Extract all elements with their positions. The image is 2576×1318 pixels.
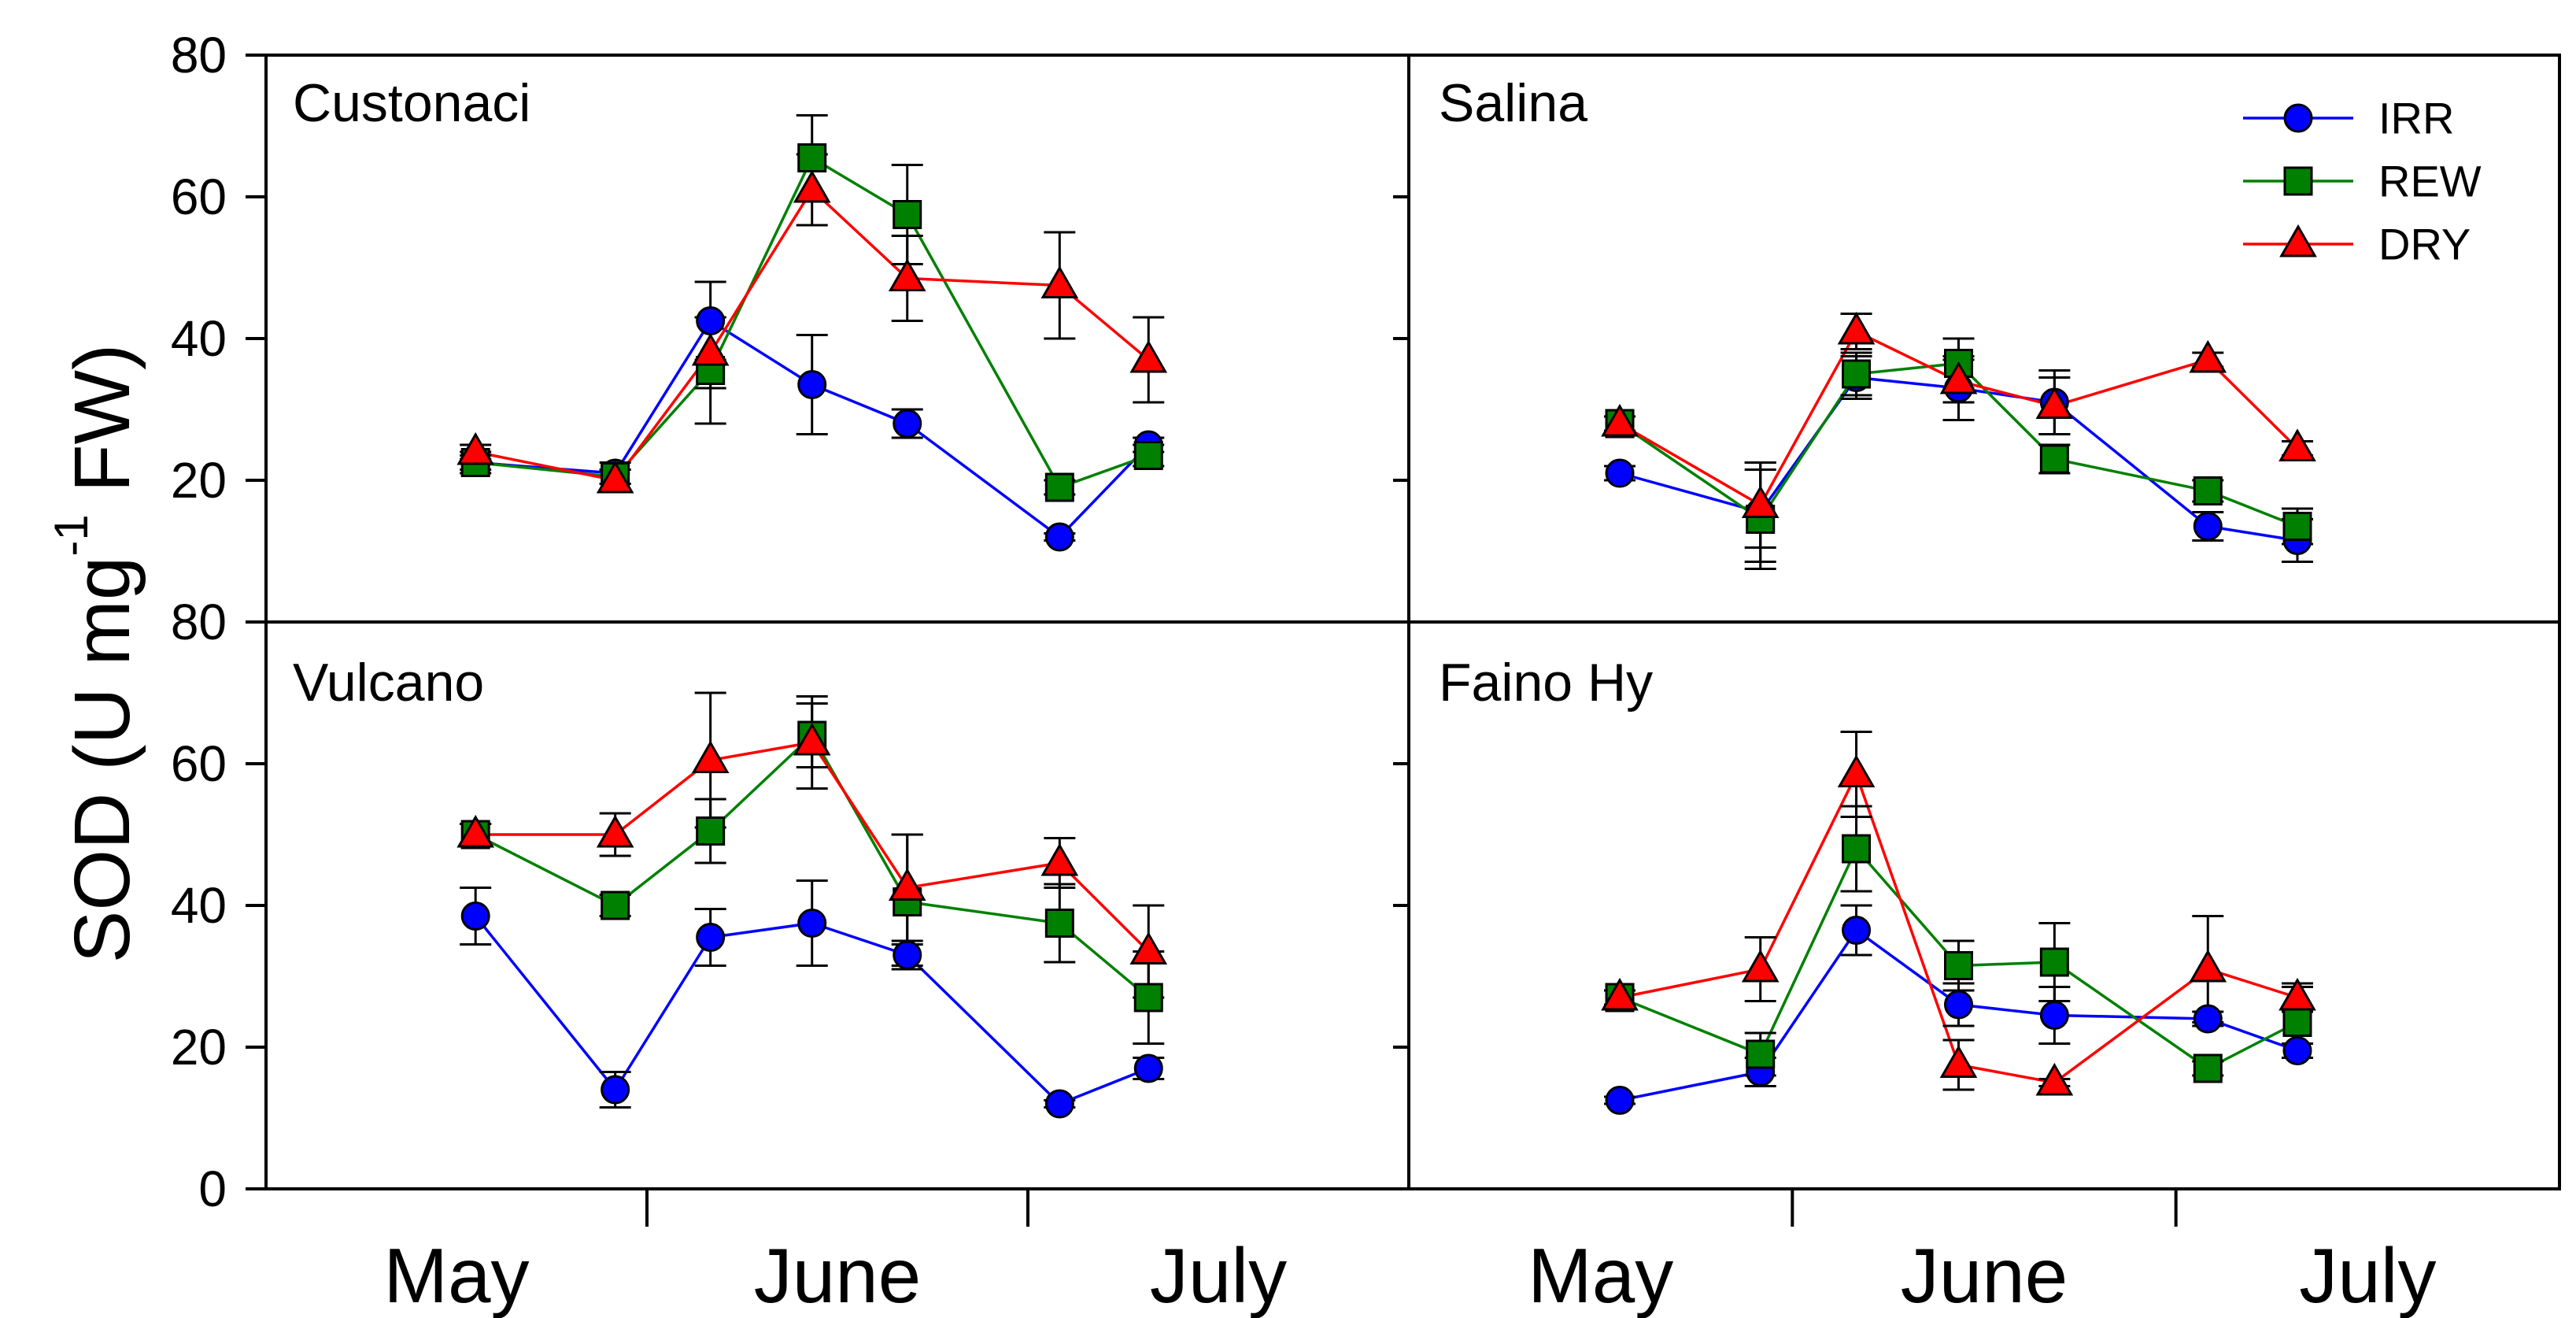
data-point xyxy=(2189,339,2227,373)
data-point xyxy=(2282,512,2312,541)
data-point xyxy=(1040,842,1079,876)
data-point xyxy=(691,332,730,366)
data-point xyxy=(456,431,495,465)
data-point xyxy=(793,169,831,203)
data-point xyxy=(793,722,831,756)
data-point xyxy=(2279,224,2317,257)
data-point xyxy=(1741,485,1780,518)
data-point xyxy=(2189,949,2227,983)
data-point xyxy=(1133,983,1163,1013)
data-point xyxy=(696,816,726,846)
data-point xyxy=(797,370,827,399)
month-label: July xyxy=(2299,1232,2436,1318)
data-point xyxy=(893,409,922,439)
data-point xyxy=(797,909,827,938)
y-tick-label: 20 xyxy=(171,452,227,509)
data-point xyxy=(2282,1036,2312,1065)
data-point xyxy=(2278,428,2316,461)
data-point xyxy=(1746,1039,1776,1069)
data-point xyxy=(1044,472,1074,502)
data-point xyxy=(2283,166,2313,196)
month-label: May xyxy=(383,1232,529,1318)
panel-title: Salina xyxy=(1439,73,1587,133)
data-point xyxy=(2193,1004,2223,1034)
data-point xyxy=(2283,103,2313,133)
data-point xyxy=(1040,265,1079,298)
data-point xyxy=(1939,1045,1978,1078)
y-tick-label: 60 xyxy=(171,168,227,225)
data-point xyxy=(888,868,926,901)
panel-title: Custonaci xyxy=(293,73,530,133)
data-point xyxy=(2278,977,2316,1011)
data-point xyxy=(2039,444,2069,474)
y-tick-label: 40 xyxy=(171,877,227,934)
data-point xyxy=(1842,359,1872,389)
data-point xyxy=(1944,951,1974,980)
month-label: May xyxy=(1528,1232,1673,1318)
data-point xyxy=(596,814,634,848)
y-tick-label: 80 xyxy=(171,594,227,650)
y-tick-label: 0 xyxy=(198,1161,227,1217)
data-point xyxy=(460,901,490,931)
data-point xyxy=(2282,1008,2312,1037)
data-point xyxy=(1133,441,1163,470)
data-point xyxy=(1129,931,1168,964)
panel-title: Vulcano xyxy=(293,653,484,713)
data-point xyxy=(893,200,922,229)
data-point xyxy=(601,890,630,920)
data-point xyxy=(1605,458,1635,488)
data-point xyxy=(1129,339,1168,373)
series-line xyxy=(1619,770,2298,1084)
legend-label: REW xyxy=(2378,157,2482,206)
data-point xyxy=(456,814,495,848)
y-tick-label: 60 xyxy=(171,735,227,792)
data-point xyxy=(1044,522,1074,552)
y-tick-label: 80 xyxy=(171,27,227,83)
data-point xyxy=(2039,1001,2069,1030)
data-point xyxy=(1133,1053,1163,1083)
data-point xyxy=(2035,386,2074,419)
panel-title: Faino Hy xyxy=(1439,653,1653,713)
data-point xyxy=(691,740,730,773)
data-point xyxy=(2035,1062,2074,1096)
data-point xyxy=(1601,977,1639,1011)
data-point xyxy=(1837,754,1876,787)
data-point xyxy=(601,1075,630,1105)
legend-label: IRR xyxy=(2378,94,2454,143)
data-point xyxy=(1944,990,1974,1020)
y-tick-label: 40 xyxy=(171,310,227,367)
y-tick-label: 80 xyxy=(171,27,227,83)
data-point xyxy=(1842,916,1872,945)
month-label: July xyxy=(1150,1232,1287,1318)
data-point xyxy=(797,143,827,172)
data-point xyxy=(888,258,926,291)
data-point xyxy=(696,306,726,335)
data-point xyxy=(2193,476,2223,505)
data-point xyxy=(2039,947,2069,977)
month-label: June xyxy=(754,1232,922,1318)
data-point xyxy=(1044,909,1074,938)
data-point xyxy=(1939,361,1978,394)
y-tick-label: 20 xyxy=(171,1019,227,1076)
data-point xyxy=(1601,403,1639,437)
data-point xyxy=(1842,834,1872,864)
y-axis-title: SOD (U mg-1 FW) xyxy=(45,344,147,964)
data-point xyxy=(596,460,634,494)
month-label: June xyxy=(1901,1232,2068,1318)
data-point xyxy=(2193,512,2223,541)
data-point xyxy=(2193,1053,2223,1083)
data-point xyxy=(1044,1089,1074,1119)
data-point xyxy=(1605,1086,1635,1115)
data-point xyxy=(1837,311,1876,345)
data-point xyxy=(893,940,922,970)
data-point xyxy=(696,923,726,952)
data-point xyxy=(1741,949,1780,983)
legend-label: DRY xyxy=(2378,220,2471,269)
